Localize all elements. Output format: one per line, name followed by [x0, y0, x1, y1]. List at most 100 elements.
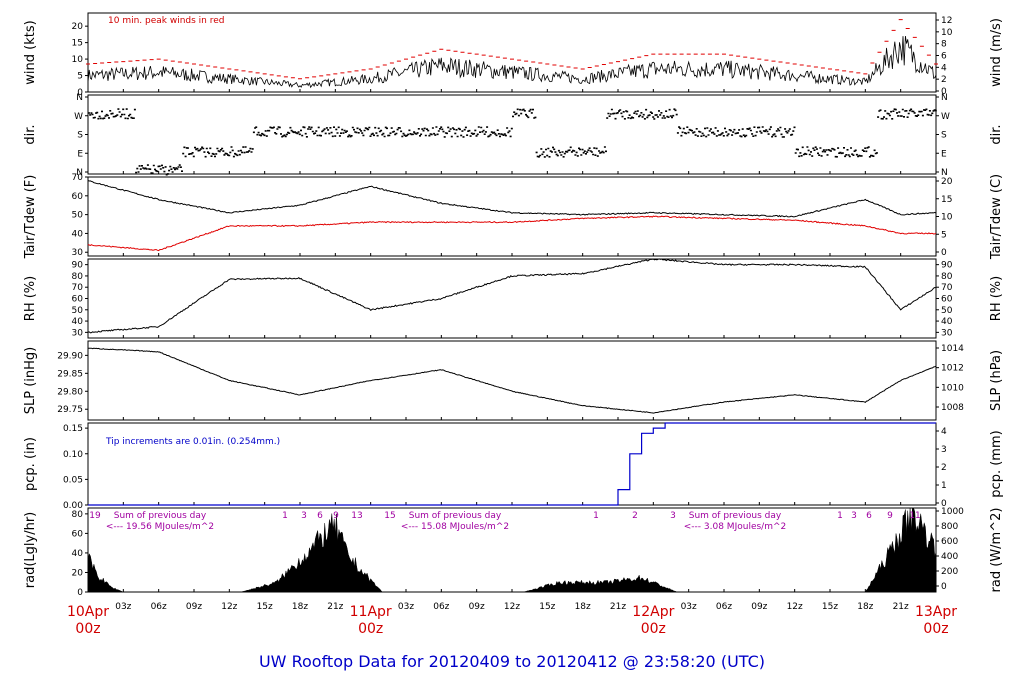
dir-ytick-right-label: N — [941, 168, 948, 178]
rad-hour-label: 3 — [301, 511, 307, 521]
wind-ytick-right-label: 12 — [941, 16, 952, 26]
rad-hour-label: 6 — [866, 511, 872, 521]
x-hour-label: 18z — [575, 602, 591, 612]
wind-peak-marks — [86, 19, 938, 80]
panel-wind: wind (kts) wind (m/s) 0 5 10 15 20 0 2 46 8 10 12 10 … — [23, 12, 1004, 98]
dir-ytick-right-label: S — [941, 131, 947, 141]
pcp-ytick-label: 0.15 — [63, 424, 83, 434]
wind-ytick-right-label: 2 — [941, 75, 947, 85]
dir-ytick-right-label: E — [941, 149, 947, 159]
dir-ytick-right-label: W — [941, 112, 950, 122]
pcp-ytick-label: 0.05 — [63, 475, 83, 485]
x-day-time: 00z — [358, 621, 383, 637]
slp-ytick-right-label: 1014 — [941, 344, 964, 354]
x-hour-label: 18z — [857, 602, 873, 612]
pcp-ytick-right-label: 2 — [941, 463, 947, 473]
temp-ytick-label: 50 — [72, 211, 84, 221]
x-day-date: 11Apr — [350, 604, 392, 620]
wind-ytick-right-label: 6 — [941, 52, 947, 62]
rad-ylabel-right: rad (W/m^2) — [989, 508, 1004, 593]
rh-ytick-label: 90 — [72, 261, 84, 271]
dir-ylabel-right: dir. — [989, 124, 1004, 144]
temp-ytick-right-label: 15 — [941, 195, 952, 205]
x-day-time: 00z — [923, 621, 948, 637]
pcp-ylabel: pcp. (in) — [23, 437, 38, 491]
pcp-series-line — [88, 422, 936, 506]
x-hour-label: 12z — [221, 602, 237, 612]
rad-hour-label: 3 — [670, 511, 676, 521]
wind-ytick-label: 0 — [77, 88, 83, 98]
x-hour-label: 09z — [186, 602, 202, 612]
slp-series-line — [88, 347, 937, 414]
wind-annotation: 10 min. peak winds in red — [108, 16, 225, 26]
rad-daysum-value: <--- 15.08 MJoules/m^2 — [401, 522, 509, 532]
wind-ytick-right-label: 4 — [941, 63, 947, 73]
x-hour-label: 15z — [539, 602, 555, 612]
rad-hour-label: 1 — [593, 511, 599, 521]
temp-ylabel-right: Tair/Tdew (C) — [989, 174, 1004, 260]
pcp-ytick-label: 0.00 — [63, 501, 83, 511]
x-hour-label: 18z — [292, 602, 308, 612]
panel-pcp: pcp. (in) pcp. (mm) 0.00 0.05 0.10 0.15 0 1 2 3 4 T… — [23, 422, 1004, 511]
rh-ylabel: RH (%) — [23, 276, 38, 321]
rh-ytick-right-label: 50 — [941, 306, 953, 316]
slp-ylabel: SLP (inHg) — [23, 347, 38, 415]
rad-ytick-label: 40 — [72, 549, 84, 559]
pcp-frame — [87, 422, 937, 506]
x-hour-label: 03z — [681, 602, 697, 612]
dir-ytick-label: W — [74, 112, 83, 122]
rh-ytick-label: 70 — [72, 283, 84, 293]
slp-ytick-right-label: 1010 — [941, 383, 964, 393]
rad-ytick-right-label: 400 — [941, 552, 958, 562]
rad-hour-label: 13 — [351, 511, 362, 521]
rh-ytick-right-label: 60 — [941, 295, 953, 305]
rh-ytick-label: 50 — [72, 306, 84, 316]
slp-frame — [87, 340, 937, 421]
temp-dewpoint-line — [87, 215, 937, 252]
rad-ytick-right-label: 1000 — [941, 507, 964, 517]
temp-ytick-right-label: 5 — [941, 230, 947, 240]
x-day-date: 10Apr — [67, 604, 109, 620]
panel-temp: Tair/Tdew (F) Tair/Tdew (C) 30 40 50 60 70 0 5 10… — [23, 173, 1004, 260]
rh-ylabel-right: RH (%) — [989, 276, 1004, 321]
rh-ytick-right-label: 80 — [941, 272, 953, 282]
rad-daysum-value: <--- 19.56 MJoules/m^2 — [106, 522, 214, 532]
dir-ytick-label: E — [77, 149, 83, 159]
x-hour-label: 12z — [787, 602, 803, 612]
rad-hour-label: 1 — [282, 511, 288, 521]
x-hour-label: 15z — [822, 602, 838, 612]
chart-title: UW Rooftop Data for 20120409 to 20120412… — [259, 652, 765, 671]
x-hour-label: 09z — [469, 602, 485, 612]
rh-ytick-label: 80 — [72, 272, 84, 282]
dir-ytick-label: N — [76, 168, 83, 178]
wind-ytick-label: 20 — [72, 22, 84, 32]
rad-hour-label: 2 — [632, 511, 638, 521]
wind-ylabel: wind (kts) — [23, 20, 38, 84]
temp-ytick-right-label: 20 — [941, 177, 953, 187]
rad-daysum-label: Sum of previous day — [689, 511, 782, 521]
rad-ytick-right-label: 600 — [941, 537, 958, 547]
rh-ytick-right-label: 70 — [941, 283, 953, 293]
wind-ytick-right-label: 8 — [941, 40, 947, 50]
x-axis: 03z 06z 09z 12z 15z 18z 21z 03z 06z 09z 12z 15z 18z 2… — [67, 602, 957, 637]
rad-hour-label: 15 — [384, 511, 395, 521]
rh-series-line — [87, 258, 937, 334]
rad-ylabel: rad(Lgly/hr) — [23, 512, 38, 588]
pcp-ytick-right-label: 4 — [941, 427, 947, 437]
dir-ytick-right-label: N — [941, 93, 948, 103]
wind-ylabel-right: wind (m/s) — [989, 18, 1004, 87]
slp-ytick-label: 29.80 — [57, 387, 83, 397]
slp-ytick-label: 29.75 — [57, 405, 83, 415]
panel-rad: rad(Lgly/hr) rad (W/m^2)02040608002004006… — [23, 507, 1004, 598]
x-hour-label: 21z — [610, 602, 626, 612]
x-hour-label: 15z — [257, 602, 273, 612]
rh-frame — [87, 258, 937, 339]
wind-ytick-label: 10 — [72, 55, 84, 65]
wind-ytick-right-label: 10 — [941, 28, 953, 38]
rad-daysum-value: <--- 3.08 MJoules/m^2 — [684, 522, 786, 532]
rad-hour-label: 3 — [851, 511, 857, 521]
x-hour-label: 09z — [751, 602, 767, 612]
x-day-time: 00z — [75, 621, 100, 637]
temp-ytick-label: 30 — [72, 248, 84, 258]
